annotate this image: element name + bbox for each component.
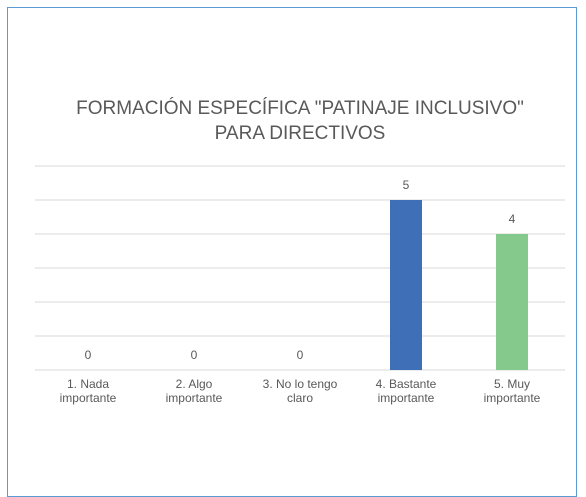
x-tick-label: 3. No lo tengo claro: [262, 377, 338, 405]
bar: [496, 234, 528, 370]
chart-title: FORMACIÓN ESPECÍFICA "PATINAJE INCLUSIVO…: [76, 98, 524, 144]
data-label: 0: [85, 348, 92, 362]
bar: [390, 200, 422, 370]
data-label: 0: [191, 348, 198, 362]
data-label: 5: [403, 178, 410, 192]
x-tick-label: 5. Muy importante: [483, 377, 541, 405]
chart: FORMACIÓN ESPECÍFICA "PATINAJE INCLUSIVO…: [7, 7, 577, 497]
x-tick-label: 4. Bastante importante: [375, 377, 437, 405]
x-tick-label: 1. Nada importante: [59, 377, 117, 405]
plot: 0 0 0 5 4: [35, 165, 565, 371]
data-label: 4: [509, 212, 516, 226]
x-tick-label: 2. Algo importante: [165, 377, 223, 405]
data-label: 0: [297, 348, 304, 362]
